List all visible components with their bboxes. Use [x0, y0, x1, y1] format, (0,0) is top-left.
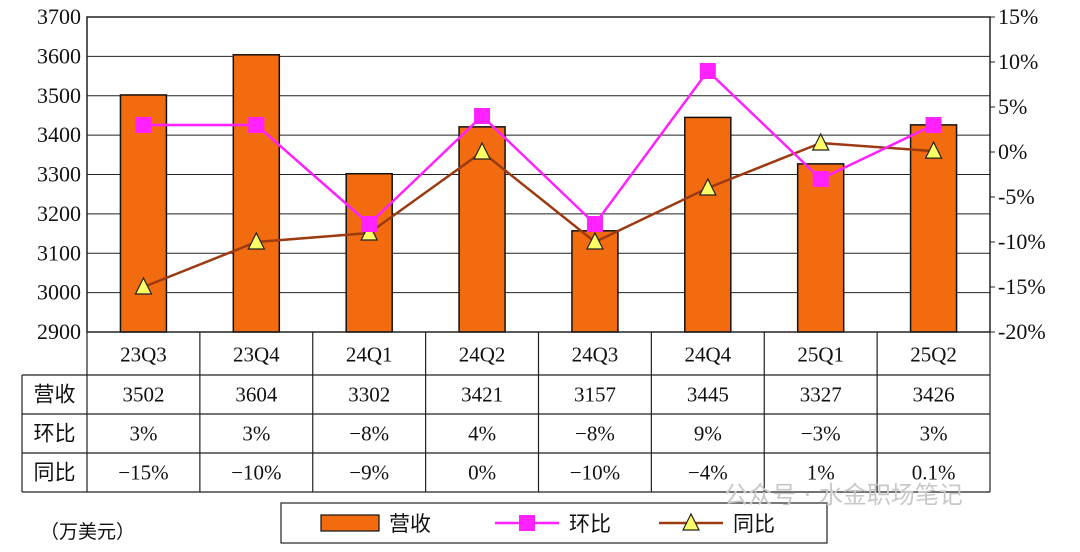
- revenue-bar: [796, 163, 845, 333]
- x-tick-label: 24Q4: [684, 343, 731, 367]
- x-tick-label: 24Q2: [459, 343, 506, 367]
- y-left-tick-label: 3600: [37, 43, 81, 68]
- table-cell: 3157: [574, 383, 616, 407]
- table-row-label: 营收: [34, 383, 76, 407]
- qoq-point: [474, 108, 491, 124]
- y-right-tick-label: 10%: [998, 49, 1038, 74]
- x-tick-label: 24Q1: [346, 343, 393, 367]
- table-cell: 3426: [913, 383, 955, 407]
- revenue-bars: [119, 54, 958, 333]
- x-tick-label: 25Q2: [910, 343, 957, 367]
- y-left-tick-label: 3400: [37, 122, 81, 147]
- y-left-tick-label: 3500: [37, 83, 81, 108]
- watermark: 公众号 · 水金职场笔记: [724, 481, 963, 509]
- yoy-point: [247, 231, 266, 250]
- yoy-point: [585, 231, 604, 250]
- y-right-tick-label: -20%: [998, 319, 1046, 344]
- table-cell: 3604: [235, 383, 278, 407]
- table-cell: −8%: [349, 422, 389, 446]
- yoy-point: [698, 177, 717, 196]
- y-right-tick-label: -5%: [998, 184, 1035, 209]
- table-row-label: 环比: [34, 422, 76, 446]
- table-cell: −9%: [349, 461, 389, 485]
- y-right-tick-label: 5%: [998, 94, 1027, 119]
- qoq-point: [135, 117, 152, 133]
- table-cell: −3%: [801, 422, 841, 446]
- qoq-point: [248, 117, 265, 133]
- x-tick-label: 25Q1: [797, 343, 844, 367]
- table-cell: −15%: [118, 461, 168, 485]
- table-row-label: 同比: [34, 461, 76, 485]
- legend: 营收 环比 同比: [280, 502, 828, 544]
- table-cell: 3327: [800, 383, 842, 407]
- ratio-lines: [134, 63, 943, 295]
- table-cell: 0.1%: [912, 461, 956, 485]
- y-left-tick-label: 3200: [37, 201, 81, 226]
- legend-swatch-yoy-marker: [682, 512, 700, 531]
- y-right-tick-label: 0%: [998, 139, 1027, 164]
- axes: 2900 3000 3100 3200 3300 3400 3500 3600 3700 -20%…: [37, 4, 1046, 344]
- table-cell: 9%: [694, 422, 722, 446]
- table-cell: 3%: [129, 422, 157, 446]
- table-cell: −8%: [575, 422, 615, 446]
- legend-label: 同比: [733, 512, 775, 536]
- table-cell: 3502: [122, 383, 164, 407]
- x-tick-label: 24Q3: [572, 343, 619, 367]
- table-cell: 0%: [468, 461, 496, 485]
- y-left-tick-label: 3300: [37, 162, 81, 187]
- gridlines: [87, 16, 990, 333]
- table-cell: 3%: [920, 422, 948, 446]
- y-left-tick-label: 3100: [37, 240, 81, 265]
- data-table: 23Q3 23Q4 24Q1 24Q2 24Q3 24Q4 25Q1 25Q2 营收 3502 36…: [21, 332, 991, 493]
- revenue-bar: [684, 116, 732, 333]
- qoq-point: [812, 171, 829, 187]
- x-tick-label: 23Q3: [120, 343, 167, 367]
- table-cell: 1%: [807, 461, 835, 485]
- x-tick-label: 23Q4: [233, 343, 280, 367]
- yoy-point: [811, 132, 830, 151]
- table-cell: −10%: [231, 461, 281, 485]
- table-cell: −4%: [688, 461, 728, 485]
- legend-label: 营收: [389, 512, 431, 536]
- qoq-point: [699, 63, 716, 79]
- y-left-tick-label: 3700: [37, 4, 81, 29]
- unit-label: （万美元）: [40, 521, 135, 543]
- table-cell: 4%: [468, 422, 496, 446]
- table-cell: 3421: [461, 383, 503, 407]
- y-right-tick-label: 15%: [998, 4, 1038, 29]
- yoy-line: [142, 141, 934, 289]
- y-left-tick-label: 2900: [37, 319, 81, 344]
- y-right-tick-label: -10%: [998, 229, 1046, 254]
- table-cell: −10%: [570, 461, 620, 485]
- qoq-point: [925, 117, 942, 133]
- yoy-point: [473, 141, 492, 160]
- qoq-line: [143, 69, 935, 226]
- qoq-point: [361, 216, 378, 232]
- yoy-point: [924, 140, 943, 159]
- table-cell: 3302: [348, 383, 390, 407]
- revenue-bar: [345, 172, 393, 333]
- table-cell: 3%: [242, 422, 270, 446]
- y-right-tick-label: -15%: [998, 274, 1046, 299]
- y-left-tick-label: 3000: [37, 280, 81, 305]
- yoy-point: [134, 276, 153, 295]
- qoq-point: [586, 216, 603, 232]
- legend-swatch-revenue: [320, 514, 380, 532]
- revenue-bar: [232, 54, 281, 333]
- table-cell: 3445: [687, 383, 729, 407]
- legend-swatch-qoq-marker: [519, 515, 535, 531]
- legend-label: 环比: [569, 512, 611, 536]
